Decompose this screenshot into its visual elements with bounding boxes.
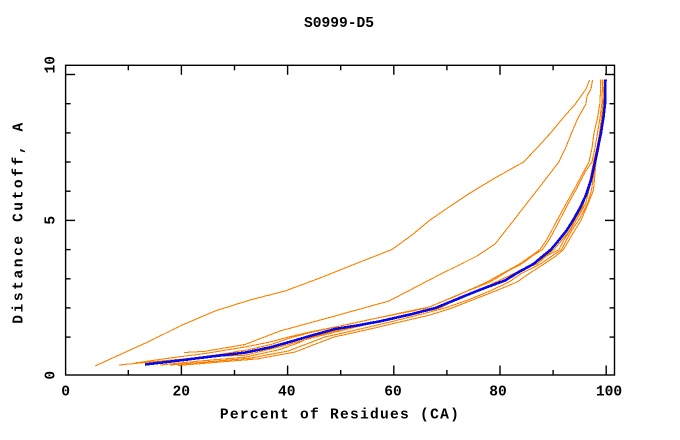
svg-text:10: 10 (44, 56, 60, 74)
svg-text:S0999-D5: S0999-D5 (304, 16, 374, 32)
svg-text:100: 100 (596, 385, 622, 401)
svg-text:Percent of Residues (CA): Percent of Residues (CA) (220, 408, 460, 424)
svg-text:60: 60 (384, 385, 402, 401)
svg-text:0: 0 (44, 371, 60, 380)
svg-text:20: 20 (172, 385, 190, 401)
svg-text:Distance Cutoff, A: Distance Cutoff, A (11, 120, 27, 324)
svg-text:40: 40 (278, 385, 296, 401)
svg-text:0: 0 (61, 385, 70, 401)
svg-text:5: 5 (44, 216, 60, 225)
svg-text:80: 80 (489, 385, 507, 401)
